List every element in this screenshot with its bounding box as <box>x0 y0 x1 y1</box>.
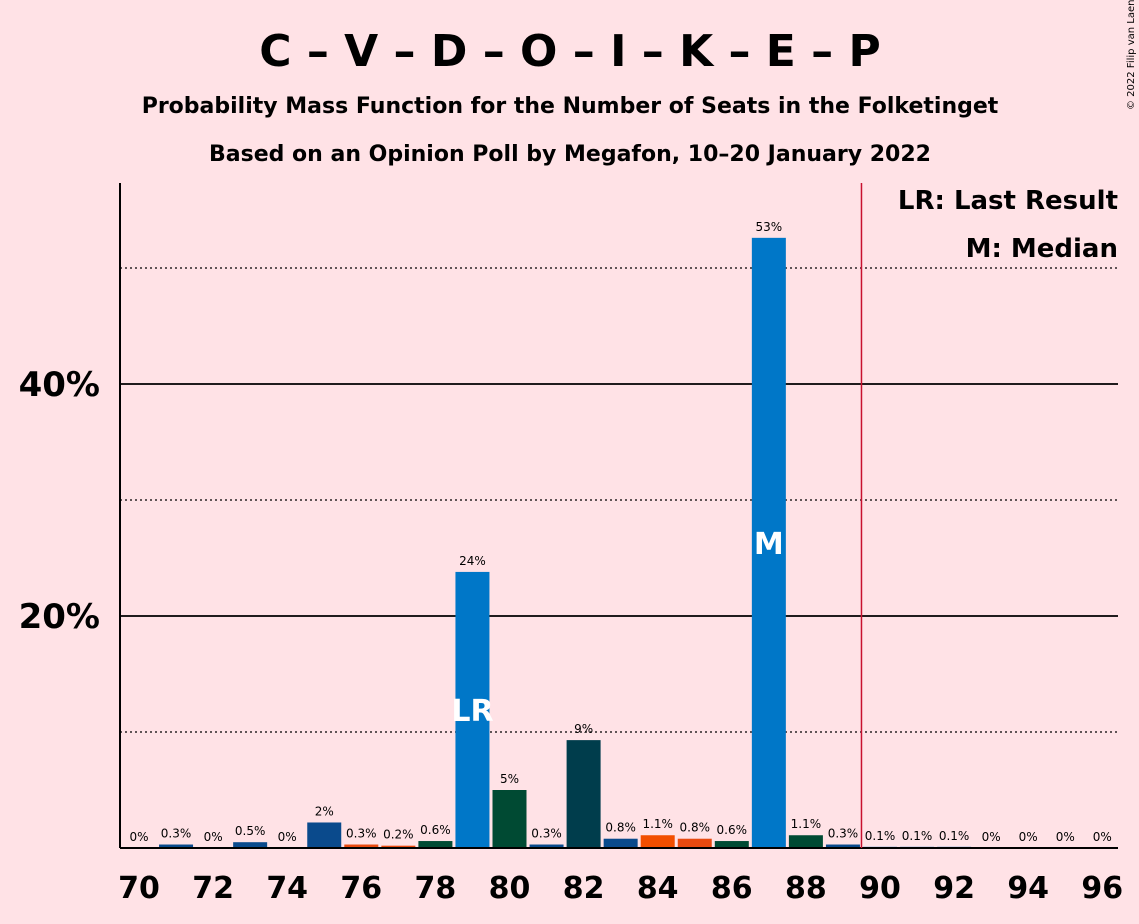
bar-79 <box>455 571 490 848</box>
bar-80 <box>492 790 527 848</box>
legend-last-result: LR: Last Result <box>898 186 1118 216</box>
bar-label-89: 0.3% <box>828 827 859 841</box>
bar-73 <box>233 842 268 848</box>
bar-label-96: 0% <box>1093 830 1112 844</box>
bar-75 <box>307 822 342 848</box>
bar-label-70: 0% <box>129 830 148 844</box>
bar-label-86: 0.6% <box>717 823 748 837</box>
x-tick-82: 82 <box>563 871 605 906</box>
bar-label-87: 53% <box>756 220 783 234</box>
bar-label-91: 0.1% <box>902 829 933 843</box>
x-tick-76: 76 <box>340 871 382 906</box>
bar-label-95: 0% <box>1056 830 1075 844</box>
bar-85 <box>677 838 712 848</box>
bar-label-74: 0% <box>278 830 297 844</box>
x-tick-96: 96 <box>1081 871 1123 906</box>
bar-label-78: 0.6% <box>420 823 451 837</box>
bar-label-90: 0.1% <box>865 829 896 843</box>
y-tick-40: 40% <box>19 365 100 405</box>
x-tick-84: 84 <box>637 871 679 906</box>
chart-subtitle-1: Probability Mass Function for the Number… <box>142 94 999 119</box>
bar-label-81: 0.3% <box>531 827 562 841</box>
x-tick-94: 94 <box>1007 871 1049 906</box>
bar-label-93: 0% <box>982 830 1001 844</box>
gridlines <box>120 267 1118 733</box>
chart-subtitle-2: Based on an Opinion Poll by Megafon, 10–… <box>209 142 931 167</box>
bar-83 <box>603 838 638 848</box>
bar-86 <box>714 841 749 848</box>
chart-title: C – V – D – O – I – K – E – P <box>259 26 881 77</box>
bar-71 <box>159 844 194 848</box>
bar-label-76: 0.3% <box>346 827 377 841</box>
bar-label-79: 24% <box>459 554 486 568</box>
bars <box>159 237 972 849</box>
x-tick-70: 70 <box>118 871 160 906</box>
legend-median: M: Median <box>966 234 1118 264</box>
x-tick-88: 88 <box>785 871 827 906</box>
median-marker: M <box>754 527 784 562</box>
x-tick-labels: 70 72 74 76 78 80 82 84 86 88 90 92 94 96 <box>118 871 1123 906</box>
bar-markers: LR M <box>451 527 783 729</box>
bar-label-83: 0.8% <box>605 821 636 835</box>
bar-label-77: 0.2% <box>383 828 414 842</box>
y-tick-20: 20% <box>19 597 100 637</box>
x-tick-72: 72 <box>192 871 234 906</box>
bar-label-94: 0% <box>1019 830 1038 844</box>
bar-label-80: 5% <box>500 772 519 786</box>
bar-label-88: 1.1% <box>791 817 822 831</box>
x-tick-80: 80 <box>489 871 531 906</box>
bar-label-75: 2% <box>315 804 334 818</box>
x-tick-90: 90 <box>859 871 901 906</box>
x-tick-74: 74 <box>266 871 308 906</box>
x-tick-86: 86 <box>711 871 753 906</box>
x-tick-78: 78 <box>415 871 457 906</box>
bar-88 <box>788 835 823 848</box>
bar-label-71: 0.3% <box>161 827 192 841</box>
y-tick-labels: 20% 40% <box>19 365 100 637</box>
bar-value-labels: 0% 0.3% 0% 0.5% 0% 2% 0.3% 0.2% 0.6% 24% 5% 0.3% 9% 0… <box>129 220 1111 844</box>
bar-89 <box>825 844 860 848</box>
axes <box>119 183 1118 849</box>
bar-label-85: 0.8% <box>680 821 711 835</box>
bar-87 <box>751 237 786 849</box>
x-tick-92: 92 <box>933 871 975 906</box>
bar-81 <box>529 844 564 848</box>
copyright-note: © 2022 Filip van Laenen <box>1126 0 1137 110</box>
bar-84 <box>640 835 675 848</box>
bar-label-84: 1.1% <box>642 817 673 831</box>
bar-label-82: 9% <box>574 722 593 736</box>
bar-78 <box>418 841 453 848</box>
bar-label-72: 0% <box>204 830 223 844</box>
bar-label-73: 0.5% <box>235 824 266 838</box>
bar-77 <box>381 845 416 848</box>
bar-76 <box>344 844 379 848</box>
bar-82 <box>566 740 601 848</box>
bar-label-92: 0.1% <box>939 829 970 843</box>
last-result-marker: LR <box>451 694 493 729</box>
